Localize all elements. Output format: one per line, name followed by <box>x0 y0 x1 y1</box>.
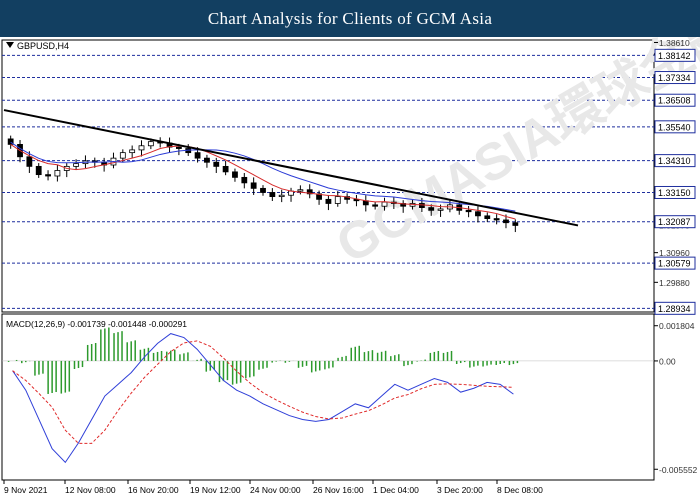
candle-body <box>194 152 201 159</box>
candle-body <box>54 170 61 177</box>
ma-fast-line <box>10 143 516 220</box>
level-label: 1.38142 <box>658 51 691 61</box>
price-tick-label: 1.30960 <box>659 248 690 258</box>
level-label: 1.28934 <box>658 304 691 314</box>
candle-body <box>232 171 238 178</box>
candle-body <box>503 219 509 224</box>
candle-body <box>269 192 276 198</box>
candle-body <box>129 149 136 154</box>
candle-body <box>512 222 519 226</box>
price-tick-label: 1.38610 <box>659 38 690 48</box>
candle-body <box>26 156 33 167</box>
candle-body <box>250 182 257 189</box>
candle-body <box>204 157 210 163</box>
candle-body <box>73 163 79 167</box>
time-tick-label: 19 Nov 12:00 <box>190 485 241 495</box>
macd-line <box>12 333 514 464</box>
level-label-box <box>654 48 696 62</box>
candle-body <box>437 208 444 211</box>
level-label: 1.35540 <box>658 122 691 132</box>
header-title: Chart Analysis for Clients of GCM Asia <box>0 0 700 37</box>
symbol-text: GBPUSD,H4 <box>17 41 70 51</box>
time-tick-label: 24 Nov 00:00 <box>250 485 301 495</box>
level-labels: 1.38142 1.37334 1.36508 1.35540 1.34310 1.331… <box>654 48 696 315</box>
trendline[interactable] <box>3 109 579 227</box>
candle-body <box>222 165 229 173</box>
candle-body <box>372 204 379 207</box>
level-label-box <box>654 120 696 134</box>
macd-label: MACD(12,26,9) -0.001739 -0.001448 -0.000… <box>6 319 187 329</box>
macd-tick-label: 0.001804 <box>659 321 695 331</box>
candle-body <box>334 196 341 204</box>
price-tick-label: 1.29880 <box>659 278 690 288</box>
horizontal-levels <box>2 54 654 309</box>
candle-body <box>306 189 313 195</box>
candle-body <box>138 145 145 151</box>
candle-body <box>381 201 388 207</box>
level-label: 1.36508 <box>658 96 691 106</box>
candle-body <box>147 141 154 147</box>
time-tick-label: 1 Dec 04:00 <box>373 485 419 495</box>
time-tick-label: 16 Nov 20:00 <box>128 485 179 495</box>
candle-body <box>260 187 266 193</box>
candle-body <box>465 209 472 213</box>
time-tick-label: 3 Dec 20:00 <box>437 485 483 495</box>
candle-body <box>175 146 182 149</box>
candle-body <box>418 203 425 208</box>
level-label-box <box>654 154 696 168</box>
time-tick-label: 8 Dec 08:00 <box>497 485 543 495</box>
candle-body <box>428 207 435 211</box>
chart-window[interactable]: GCMASIA環球金融 1.386101.373341.364201.35540… <box>0 37 700 500</box>
candle-body <box>278 194 285 198</box>
level-label-box <box>654 71 696 85</box>
macd-scale: 0.001804 0.00 -0.005552 <box>654 321 698 475</box>
level-label-box <box>654 185 696 199</box>
dropdown-triangle-icon[interactable] <box>6 42 14 48</box>
candle-body <box>484 215 491 219</box>
symbol-label: GBPUSD,H4 <box>6 41 69 51</box>
time-tick-label: 26 Nov 16:00 <box>313 485 364 495</box>
level-label-box <box>654 301 696 315</box>
macd-tick-label: -0.005552 <box>659 465 698 475</box>
level-label-box <box>654 256 696 270</box>
candle-body <box>325 198 332 204</box>
level-label: 1.34310 <box>658 156 691 166</box>
signal-line <box>12 340 514 444</box>
time-tick-label: 12 Nov 08:00 <box>65 485 116 495</box>
level-label: 1.37334 <box>658 73 691 83</box>
candle-body <box>475 211 481 217</box>
candle-body <box>35 165 42 176</box>
macd-tick-label: 0.00 <box>659 356 676 366</box>
level-label-box <box>654 215 696 229</box>
candle-body <box>45 174 51 177</box>
macd-chart-area[interactable] <box>1 313 655 481</box>
candle-body <box>493 218 500 221</box>
level-label: 1.33150 <box>658 188 691 198</box>
candle-body <box>297 189 304 192</box>
candle-body <box>213 161 220 167</box>
level-label: 1.30579 <box>658 259 691 269</box>
moving-averages <box>10 141 516 220</box>
time-axis: 9 Nov 2021 12 Nov 08:00 16 Nov 20:00 19 Nov… <box>3 480 543 495</box>
candle-body <box>241 176 248 184</box>
time-tick-label: 9 Nov 2021 <box>4 485 48 495</box>
ma-slow-line <box>10 141 516 212</box>
level-label-box <box>654 93 696 107</box>
macd-indicator <box>2 327 654 464</box>
candle-body <box>119 152 126 159</box>
level-label: 1.32087 <box>658 217 691 227</box>
